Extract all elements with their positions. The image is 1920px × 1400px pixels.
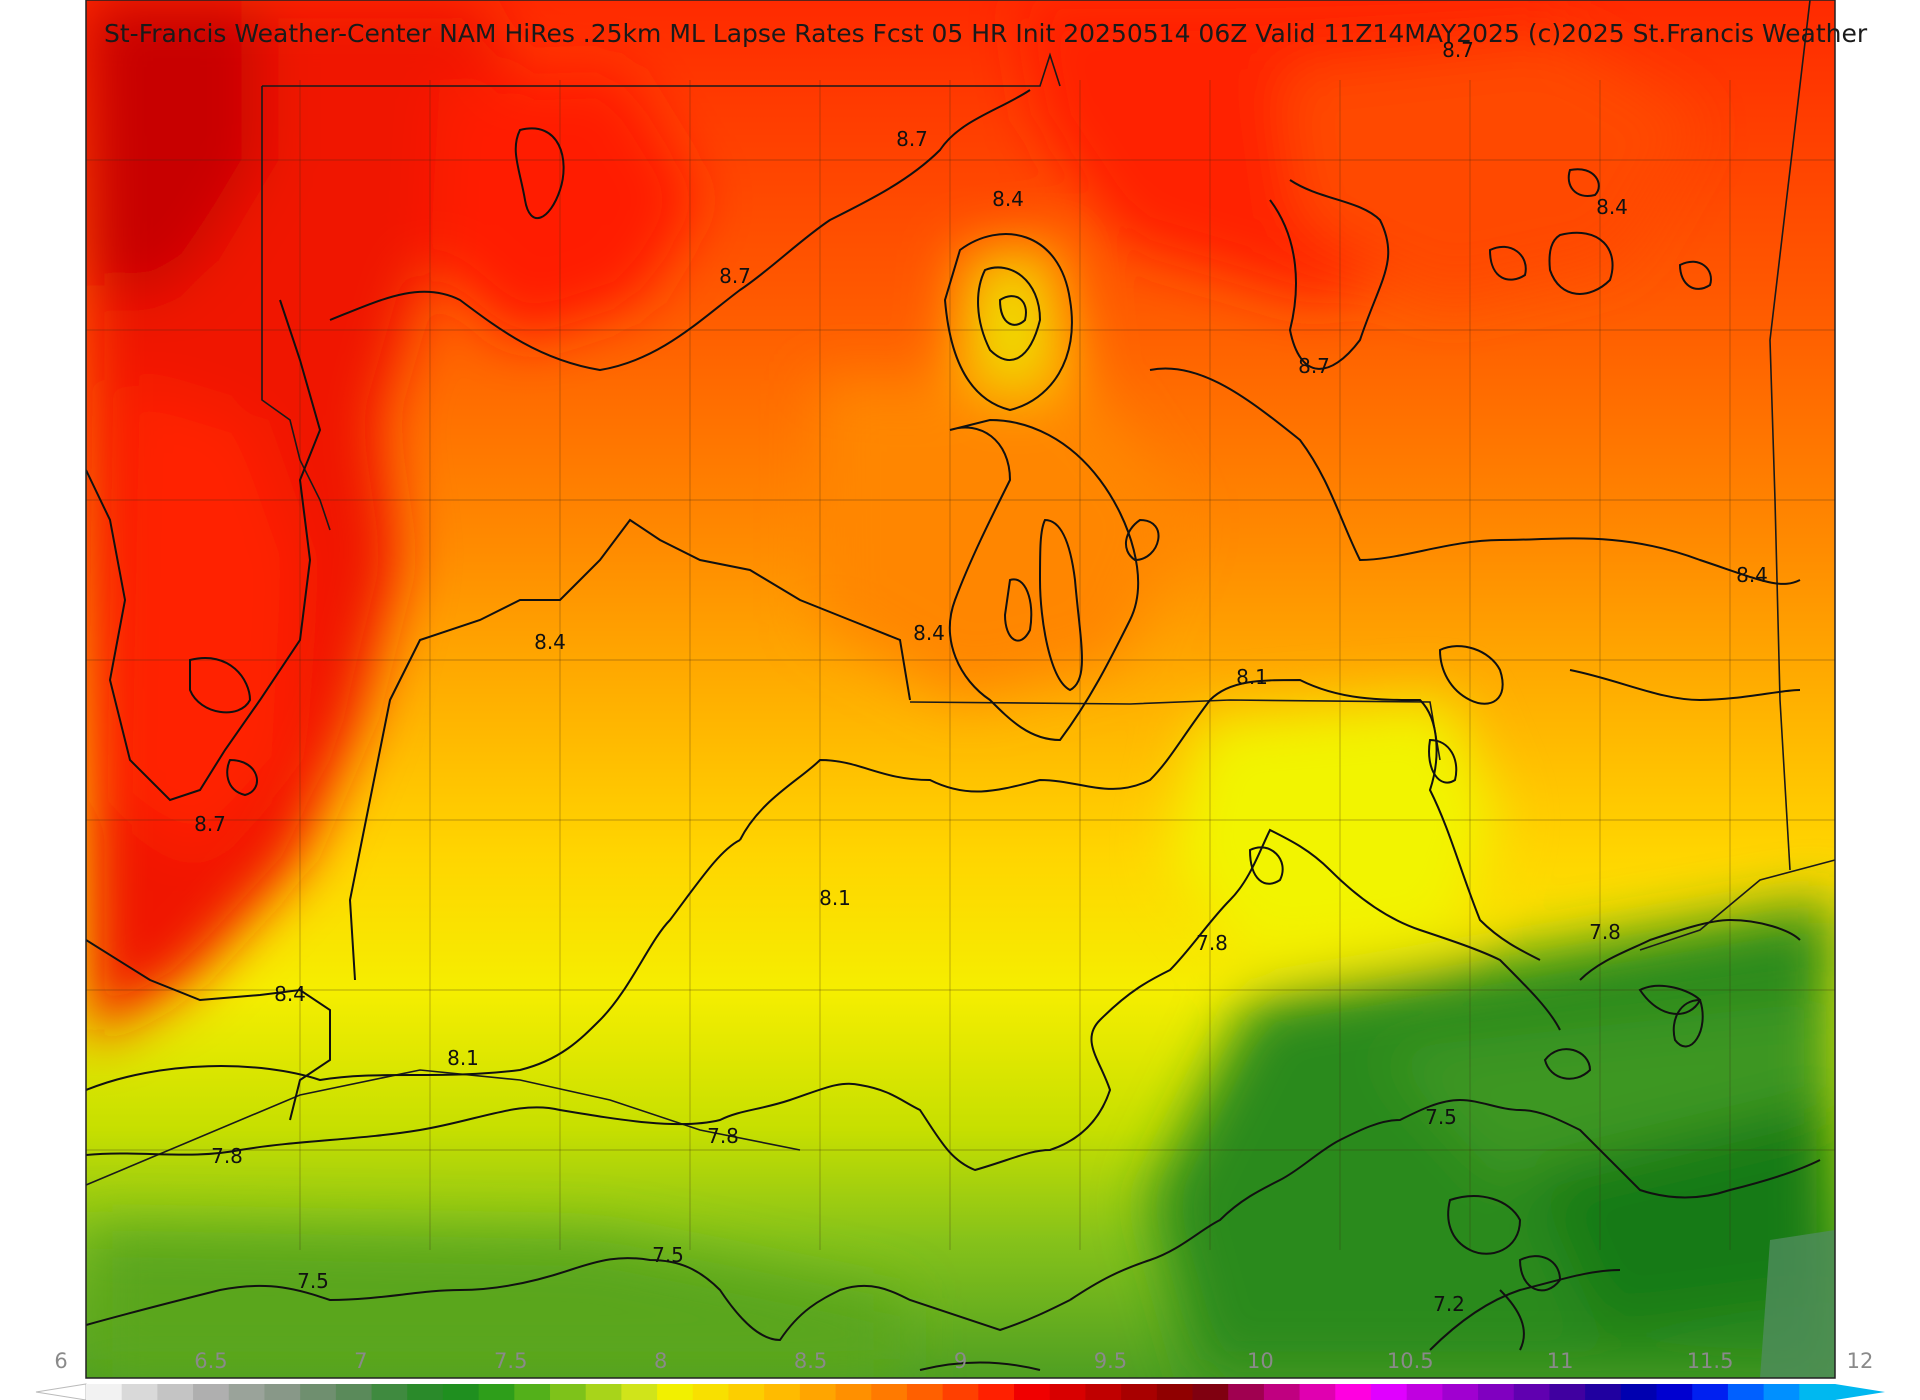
colorbar-swatch (407, 1384, 444, 1400)
colorbar-swatch (1406, 1384, 1443, 1400)
contour-label-8-4: 8.4 (913, 621, 945, 645)
map-title: St-Francis Weather-Center NAM HiRes .25k… (104, 19, 1868, 48)
colorbar-swatch (1121, 1384, 1158, 1400)
colorbar-swatch (478, 1384, 515, 1400)
colorbar-swatch (657, 1384, 694, 1400)
colorbar-tick-label: 7.5 (494, 1349, 527, 1373)
colorbar-swatch (1692, 1384, 1729, 1400)
colorbar-swatch (1549, 1384, 1586, 1400)
colorbar-swatch (1370, 1384, 1408, 1400)
contour-label-7-8: 7.8 (707, 1124, 739, 1148)
lapse-rate-field (86, 0, 1835, 1378)
county-borders (86, 80, 1835, 1250)
colorbar-tick-label: 7 (354, 1349, 367, 1373)
colorbar-tick-label: 11 (1547, 1349, 1574, 1373)
colorbar-swatch (1656, 1384, 1693, 1400)
colorbar-swatch (264, 1384, 301, 1400)
colorbar-swatch (835, 1384, 872, 1400)
colorbar-swatch (1763, 1384, 1800, 1400)
colorbar-swatch (1049, 1384, 1086, 1400)
colorbar-swatch (942, 1384, 979, 1400)
colorbar-swatch (442, 1384, 480, 1400)
colorbar-swatch (1299, 1384, 1336, 1400)
colorbar-swatch (371, 1384, 408, 1400)
colorbar-swatch (300, 1384, 337, 1400)
colorbar-tick-label: 8.5 (794, 1349, 827, 1373)
contour-label-8-4: 8.4 (1596, 195, 1628, 219)
colorbar-swatch (86, 1384, 123, 1400)
map-frame (85, 0, 1836, 1379)
colorbar-swatch (1335, 1384, 1372, 1400)
contour-label-8-1: 8.1 (447, 1046, 479, 1070)
colorbar-right-arrow (1835, 1384, 1885, 1400)
contour-lines (86, 89, 1821, 1371)
colorbar-swatch (1727, 1384, 1765, 1400)
contour-label-8-7: 8.7 (194, 812, 226, 836)
colorbar-swatch (871, 1384, 908, 1400)
contour-label-8-4: 8.4 (1736, 563, 1768, 587)
contour-label-7-5: 7.5 (652, 1243, 684, 1267)
contour-label-7-8: 7.8 (211, 1144, 243, 1168)
colorbar-swatch (1014, 1384, 1051, 1400)
contour-label-8-1: 8.1 (819, 886, 851, 910)
colorbar-tick-label: 12 (1847, 1349, 1874, 1373)
contour-label-7-2: 7.2 (1433, 1292, 1465, 1316)
colorbar-swatch (1228, 1384, 1265, 1400)
colorbar-tick-label: 10.5 (1387, 1349, 1434, 1373)
contour-label-8-7: 8.7 (896, 127, 928, 151)
colorbar-swatch (514, 1384, 551, 1400)
colorbar-swatch (335, 1384, 373, 1400)
colorbar-swatch (906, 1384, 944, 1400)
contour-label-7-5: 7.5 (297, 1269, 329, 1293)
colorbar-tick-label: 9 (954, 1349, 967, 1373)
contour-label-8-7: 8.7 (1298, 354, 1330, 378)
colorbar-swatch (1799, 1384, 1836, 1400)
colorbar-swatch (1156, 1384, 1194, 1400)
colorbar-swatch (621, 1384, 658, 1400)
contour-label-8-7: 8.7 (1442, 38, 1474, 62)
colorbar-tick-label: 10 (1247, 1349, 1274, 1373)
contour-labels: 8.7 8.7 8.7 8.7 8.7 8.4 8.4 8.4 8.4 8.4 8.4 8.1 8.1 8… (194, 38, 1768, 1400)
colorbar-swatch (1192, 1384, 1229, 1400)
colorbar-swatch (193, 1384, 230, 1400)
colorbar-swatch (550, 1384, 587, 1400)
colorbar-swatch (728, 1384, 765, 1400)
colorbar-swatch (764, 1384, 801, 1400)
colorbar-tick-label: 11.5 (1687, 1349, 1734, 1373)
contour-label-7-8: 7.8 (1196, 931, 1228, 955)
colorbar: 6 6.5 7 7.5 8 8.5 9 9.5 10 10.5 11 11.5 12 (35, 1349, 1885, 1400)
colorbar-swatch (1585, 1384, 1622, 1400)
colorbar-tick-label: 6.5 (194, 1349, 227, 1373)
colorbar-swatch (1478, 1384, 1515, 1400)
colorbar-swatch (121, 1384, 158, 1400)
contour-label-7-5: 7.5 (1425, 1105, 1457, 1129)
colorbar-tick-label: 6 (54, 1349, 67, 1373)
colorbar-swatch (1620, 1384, 1658, 1400)
colorbar-left-arrow (35, 1383, 87, 1400)
colorbar-swatch (1263, 1384, 1301, 1400)
colorbar-swatch (1513, 1384, 1550, 1400)
contour-label-7-8: 7.8 (1589, 920, 1621, 944)
colorbar-swatch (1085, 1384, 1122, 1400)
colorbar-tick-label: 8 (654, 1349, 667, 1373)
contour-label-8-7: 8.7 (719, 264, 751, 288)
colorbar-swatch (228, 1384, 265, 1400)
colorbar-swatch (692, 1384, 729, 1400)
colorbar-swatch (157, 1384, 194, 1400)
colorbar-swatch (978, 1384, 1015, 1400)
contour-label-8-1: 8.1 (1236, 665, 1268, 689)
contour-label-8-4: 8.4 (534, 630, 566, 654)
colorbar-tick-label: 9.5 (1094, 1349, 1127, 1373)
colorbar-swatch (585, 1384, 622, 1400)
colorbar-swatch (1442, 1384, 1479, 1400)
contour-label-8-4: 8.4 (992, 187, 1024, 211)
contour-label-8-4: 8.4 (274, 982, 306, 1006)
colorbar-swatch (799, 1384, 837, 1400)
